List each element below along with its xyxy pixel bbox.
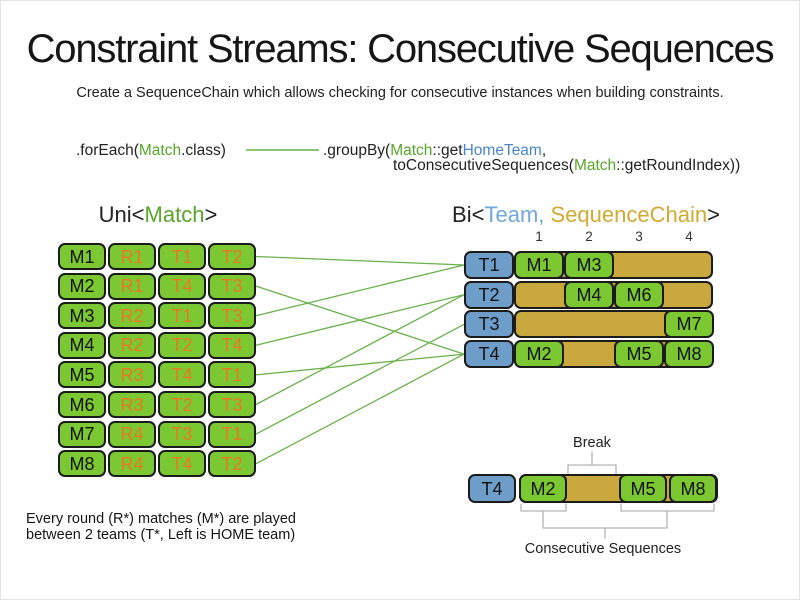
- uni-round-cell: R3: [108, 391, 156, 418]
- text-run: >: [707, 202, 720, 227]
- page-subtitle: Create a SequenceChain which allows chec…: [76, 85, 724, 101]
- bi-heading: Bi<Team, SequenceChain>: [441, 202, 731, 228]
- uni-team-cell: T2: [158, 391, 206, 418]
- home-team-connector: [255, 294, 465, 406]
- uni-match-cell: M5: [58, 361, 106, 389]
- uni-match-cell: M6: [58, 391, 106, 418]
- home-team-connector: [255, 323, 465, 435]
- consecutive-sequences-label: Consecutive Sequences: [524, 541, 682, 557]
- uni-match-cell: M4: [58, 331, 106, 359]
- team-box: T2: [464, 280, 514, 309]
- code-groupby-line1: .groupBy(Match::getHomeTeam,: [323, 142, 546, 160]
- uni-round-cell: R4: [108, 420, 156, 448]
- detail-match-box: M5: [619, 474, 667, 503]
- detail-match-box: M8: [669, 474, 717, 503]
- footnote: Every round (R*) matches (M*) are played…: [26, 511, 296, 543]
- uni-team-cell: T3: [208, 302, 256, 330]
- uni-team-cell: T1: [158, 243, 206, 270]
- uni-match-cell: M7: [58, 420, 106, 448]
- footnote-line2: between 2 teams (T*, Left is HOME team): [26, 526, 296, 543]
- text-run: Team,: [484, 202, 545, 227]
- match-slot-box: M5: [614, 340, 664, 369]
- home-team-connector: [255, 353, 465, 465]
- home-team-connector: [255, 255, 465, 266]
- round-column-label: 3: [635, 229, 643, 244]
- break-label: Break: [573, 435, 611, 451]
- uni-match-cell: M8: [58, 450, 106, 478]
- uni-match-cell: M2: [58, 272, 106, 300]
- text-run: ::getRoundIndex)): [616, 157, 741, 174]
- text-run: Match: [573, 157, 617, 174]
- home-team-connector: [255, 353, 465, 376]
- uni-round-cell: R2: [108, 331, 156, 359]
- uni-team-cell: T3: [208, 272, 256, 300]
- round-column-label: 2: [585, 229, 593, 244]
- uni-team-cell: T4: [158, 272, 206, 300]
- uni-round-cell: R4: [108, 450, 156, 478]
- team-box: T3: [464, 310, 514, 339]
- code-groupby-line2: toConsecutiveSequences(Match::getRoundIn…: [393, 157, 740, 175]
- sequences-brace-right: [604, 510, 668, 529]
- match-slot-box: M2: [514, 340, 564, 369]
- match-slot-box: M4: [564, 280, 614, 309]
- match-slot-box: M1: [514, 251, 564, 279]
- text-run: .class): [181, 142, 226, 159]
- match-slot-box: M7: [664, 310, 714, 339]
- text-run: Match: [144, 202, 205, 227]
- uni-team-cell: T4: [158, 361, 206, 389]
- uni-team-cell: T2: [208, 243, 256, 270]
- detail-match-box: M2: [519, 474, 567, 503]
- page-title: Constraint Streams: Consecutive Sequence…: [26, 27, 775, 71]
- text-run: SequenceChain: [550, 202, 708, 227]
- home-team-connector: [255, 264, 465, 317]
- team-box: T1: [464, 251, 514, 279]
- sequences-brace-left: [542, 510, 606, 539]
- round-column-label: 4: [685, 229, 693, 244]
- text-run: ::get: [432, 142, 463, 159]
- uni-match-cell: M3: [58, 302, 106, 330]
- team-box: T4: [464, 340, 514, 369]
- text-run: HomeTeam: [462, 142, 542, 159]
- text-run: Bi<: [452, 202, 485, 227]
- uni-team-cell: T1: [158, 302, 206, 330]
- text-run: Match: [390, 142, 433, 159]
- text-run: .forEach(: [76, 142, 139, 159]
- home-team-connector: [255, 285, 465, 355]
- uni-team-cell: T4: [158, 450, 206, 478]
- detail-team-box: T4: [468, 474, 516, 503]
- text-run: Uni<: [98, 202, 145, 227]
- break-bracket: [567, 464, 617, 475]
- uni-team-cell: T3: [208, 391, 256, 418]
- uni-round-cell: R3: [108, 361, 156, 389]
- match-slot-box: M8: [664, 340, 714, 369]
- sequence2-bracket: [620, 503, 715, 512]
- uni-match-cell: M1: [58, 243, 106, 270]
- footnote-line1: Every round (R*) matches (M*) are played: [26, 511, 296, 527]
- sequence1-bracket: [520, 503, 567, 512]
- match-slot-box: M6: [614, 280, 664, 309]
- uni-team-cell: T2: [158, 331, 206, 359]
- uni-team-cell: T1: [208, 420, 256, 448]
- uni-round-cell: R1: [108, 243, 156, 270]
- home-team-connector: [255, 294, 465, 346]
- match-slot-box: M3: [564, 251, 614, 279]
- uni-team-cell: T3: [158, 420, 206, 448]
- text-run: .groupBy(: [323, 142, 391, 159]
- uni-heading: Uni<Match>: [58, 202, 258, 228]
- uni-round-cell: R2: [108, 302, 156, 330]
- text-run: Match: [138, 142, 182, 159]
- text-run: >: [204, 202, 218, 227]
- code-foreach: .forEach(Match.class): [76, 142, 226, 160]
- uni-round-cell: R1: [108, 272, 156, 300]
- round-column-label: 1: [535, 229, 543, 244]
- uni-team-cell: T4: [208, 331, 256, 359]
- text-run: ,: [541, 142, 547, 159]
- uni-team-cell: T1: [208, 361, 256, 389]
- text-run: toConsecutiveSequences(: [393, 157, 574, 174]
- uni-team-cell: T2: [208, 450, 256, 478]
